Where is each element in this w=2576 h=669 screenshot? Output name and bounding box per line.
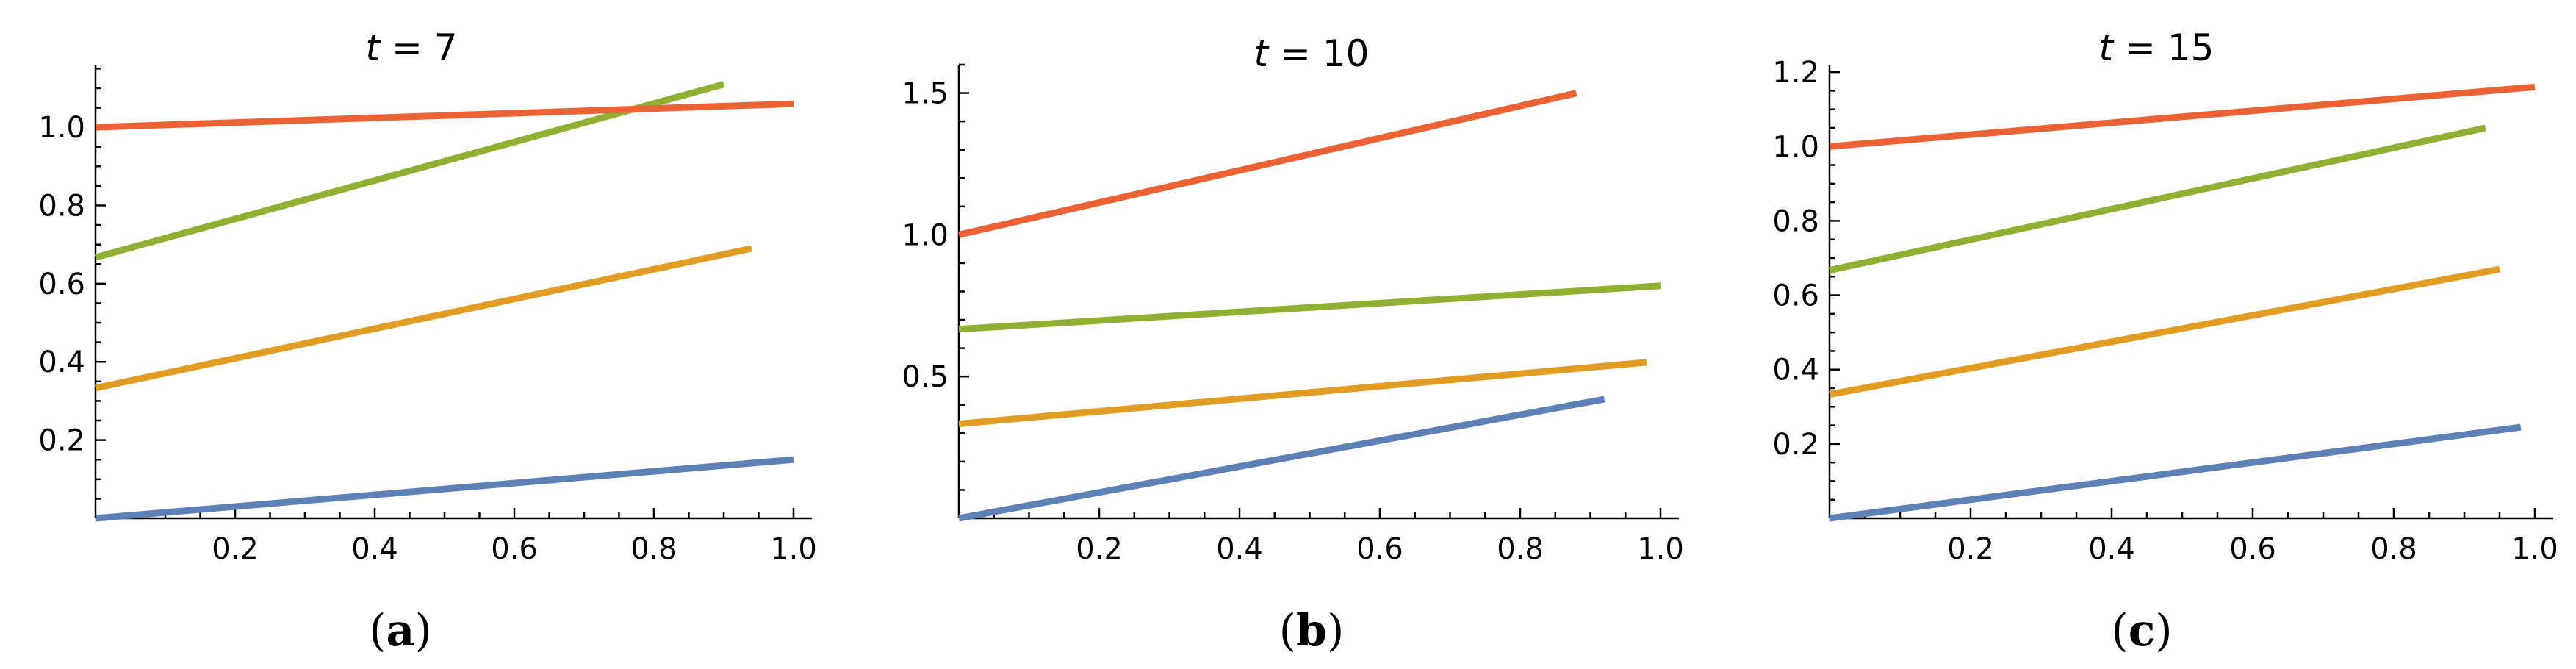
caption-letter: c [2129,605,2156,657]
x-tick-label: 0.2 [1947,532,1994,566]
series-line-3 [958,282,1661,333]
panel-title: t = 10 [1254,32,1370,75]
y-tick-label: 1.0 [902,218,949,252]
x-tick-label: 0.4 [2088,532,2135,566]
x-tick-label: 0.4 [351,532,398,566]
series-line-4 [95,100,794,131]
caption-close-paren: ) [1327,605,1344,657]
caption-letter: a [386,605,415,657]
series-line-1 [958,396,1605,522]
y-tick-label: 0.6 [38,268,85,301]
y-tick-label: 1.5 [902,77,949,111]
y-tick-label: 0.8 [1772,204,1819,238]
series-line-3 [1829,124,2486,274]
panel-title: t = 7 [365,26,457,69]
panel-caption: (a) [369,605,432,657]
y-tick-label: 0.5 [902,360,949,394]
x-tick-label: 1.0 [770,532,817,566]
x-tick-label: 0.2 [212,532,259,566]
y-tick-label: 0.4 [1772,354,1819,387]
title-value: = 10 [1268,32,1369,75]
y-tick-label: 1.0 [1772,130,1819,164]
caption-open-paren: ( [1279,605,1296,657]
y-tick-label: 0.8 [38,189,85,223]
caption-close-paren: ) [2155,605,2172,657]
title-variable: t [1254,32,1270,75]
title-variable: t [365,26,381,69]
y-tick-label: 0.6 [1772,279,1819,313]
panel-title: t = 15 [2099,26,2215,69]
panel-caption: (c) [2111,605,2172,657]
x-tick-label: 0.6 [2229,532,2276,566]
series-line-1 [1829,423,2522,522]
y-tick-label: 1.0 [38,111,85,145]
series-line-3 [94,81,725,261]
title-value: = 15 [2113,26,2214,69]
caption-open-paren: ( [2111,605,2128,657]
x-tick-label: 1.0 [2511,532,2558,566]
x-tick-label: 0.8 [630,532,677,566]
chart-panel-1: t = 7 0.2 0.4 0.6 0.8 1.0 0.2 0.4 0.6 0.8 1.0 (a) [38,26,816,657]
x-tick-label: 1.0 [1637,532,1684,566]
y-tick-label: 1.2 [1772,56,1819,90]
title-variable: t [2099,26,2115,69]
series-line-1 [95,456,794,522]
series-line-2 [958,359,1647,428]
series-line-2 [95,245,752,392]
panel-caption: (b) [1279,605,1345,657]
x-tick-label: 0.2 [1076,532,1123,566]
caption-open-paren: ( [369,605,386,657]
chart-panel-3: t = 15 0.2 0.4 0.6 0.8 1.0 0.2 0.4 0.6 0.8 1.0 1.2 (… [1772,26,2558,657]
x-tick-label: 0.8 [1497,532,1544,566]
x-tick-label: 0.4 [1216,532,1263,566]
series-line-4 [957,90,1577,238]
y-tick-label: 0.4 [38,346,85,379]
title-value: = 7 [380,26,458,69]
chart-panel-2: t = 10 0.2 0.4 0.6 0.8 1.0 0.5 1.0 1.5 (b) [902,32,1683,657]
caption-close-paren: ) [414,605,431,657]
x-tick-label: 0.6 [491,532,538,566]
y-tick-label: 0.2 [38,424,85,458]
caption-letter: b [1296,605,1327,657]
series-line-4 [1829,83,2536,150]
x-tick-label: 0.6 [1356,532,1403,566]
series-line-2 [1829,265,2500,398]
y-tick-label: 0.2 [1772,428,1819,462]
x-tick-label: 0.8 [2370,532,2417,566]
